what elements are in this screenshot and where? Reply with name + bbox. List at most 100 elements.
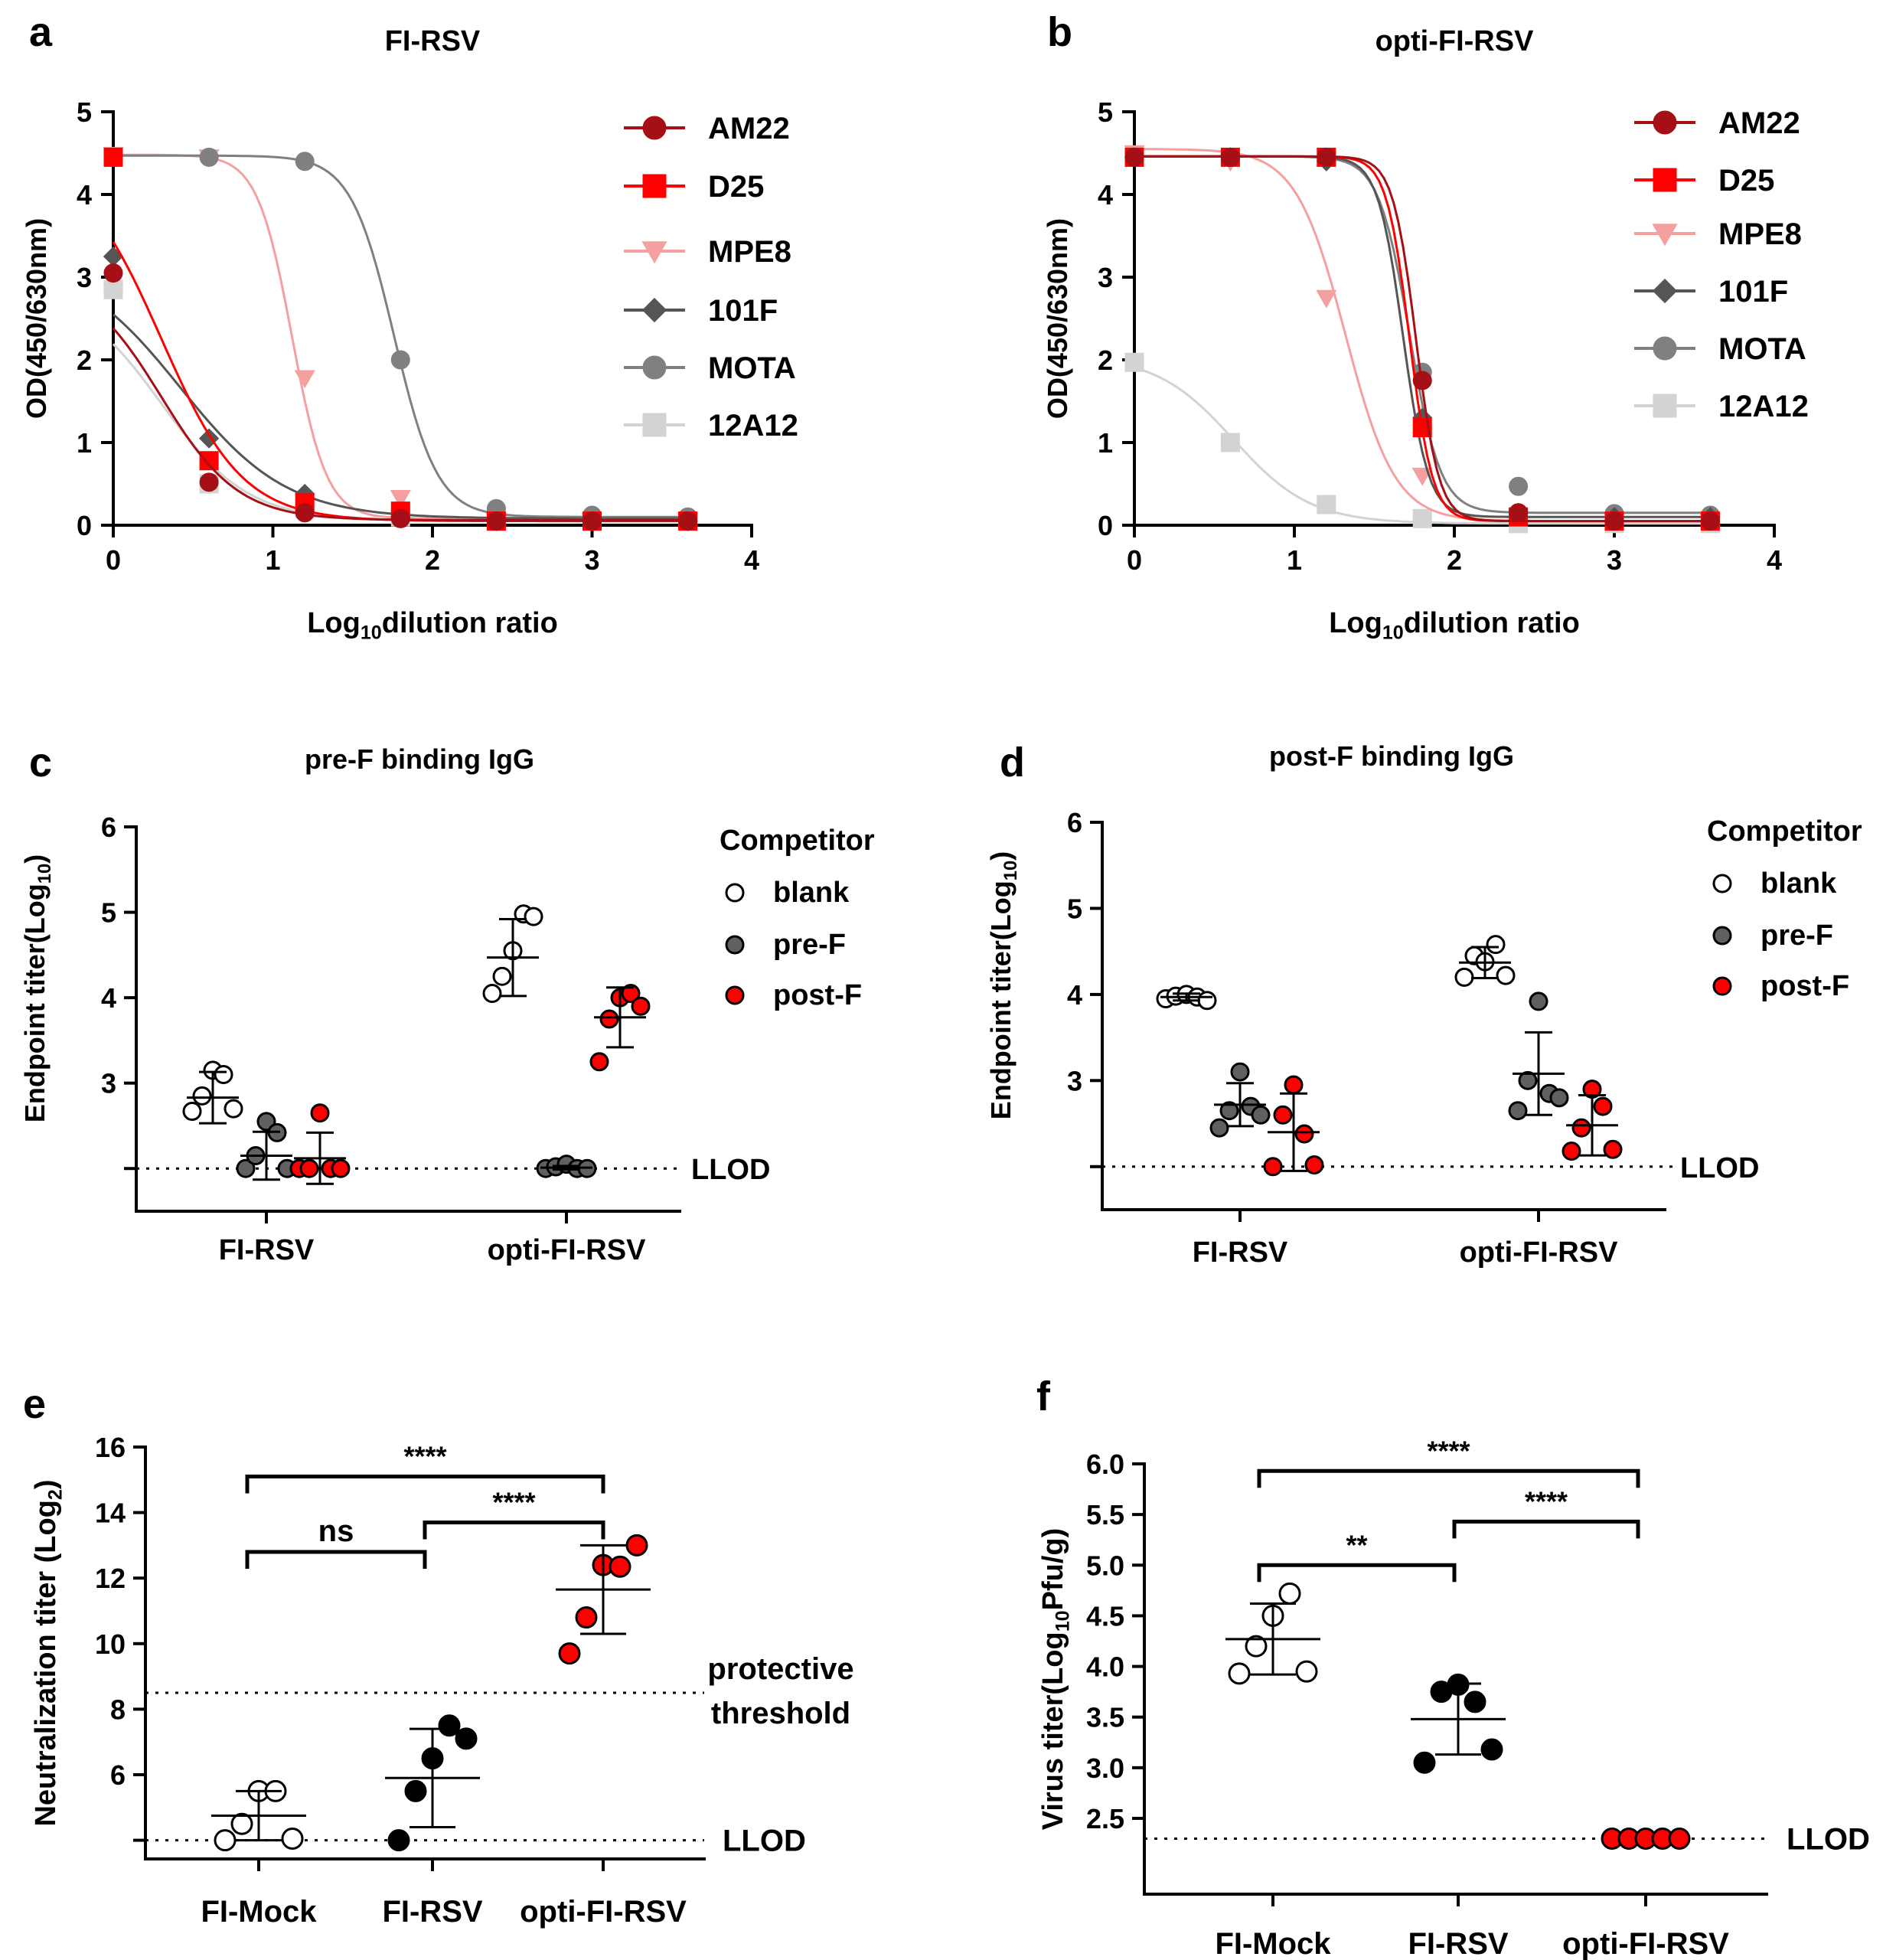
legend-marker-post-F: [1714, 978, 1731, 995]
data-point-FI-Mock: [232, 1814, 252, 1834]
x-axis-label: Log10dilution ratio: [1329, 607, 1580, 643]
chart-title: opti-FI-RSV: [1375, 25, 1535, 57]
label-part: Endpoint titer(Log: [19, 884, 51, 1122]
data-point-D25: [201, 452, 217, 469]
x-tick-label: 1: [265, 544, 280, 576]
y-tick-label: 6: [101, 812, 116, 843]
data-point-post-F: [1306, 1157, 1323, 1174]
y-tick-label: 4: [77, 179, 92, 211]
label-part: dilution ratio: [1404, 607, 1580, 639]
label-part: Pfu/g): [1037, 1528, 1069, 1611]
legend-label-MOTA: MOTA: [1718, 332, 1806, 366]
legend-label-MPE8: MPE8: [1718, 217, 1802, 251]
data-point-post-F: [1604, 1141, 1621, 1158]
data-point-post-F: [1265, 1158, 1281, 1175]
data-point-post-F: [1573, 1119, 1590, 1136]
y-tick-label: 4: [1067, 979, 1082, 1011]
y-tick-label: 5: [77, 96, 92, 128]
x-group-label: opti-FI-RSV: [1460, 1236, 1619, 1269]
x-tick-label: 4: [744, 544, 759, 576]
significance-bracket: [425, 1522, 603, 1539]
legend-label-D25: D25: [1718, 164, 1774, 198]
legend-label-post-F: post-F: [773, 979, 862, 1011]
x-tick-label: 1: [1287, 544, 1302, 576]
data-point-opti-FI-RSV: [560, 1644, 579, 1664]
label-part: ): [19, 854, 51, 864]
data-point-blank: [1487, 936, 1504, 953]
x-group-label: FI-RSV: [382, 1895, 482, 1929]
y-tick-label: 2: [77, 345, 92, 376]
legend-label-AM22: AM22: [708, 112, 790, 145]
llod-label: LLOD: [1787, 1822, 1870, 1856]
legend-marker-AM22: [1654, 112, 1676, 133]
legend-label-post-F: post-F: [1761, 970, 1849, 1002]
y-tick-label: 5.0: [1086, 1550, 1124, 1581]
significance-label: ****: [1427, 1435, 1470, 1466]
label-part: 2: [44, 1489, 66, 1500]
panel-label: f: [1036, 1374, 1051, 1419]
label-part: Virus titer(Log: [1037, 1632, 1069, 1830]
y-axis-label: OD(450/630nm): [1042, 218, 1073, 419]
significance-bracket: [1259, 1471, 1638, 1488]
label-part: Neutralization titer (Log: [30, 1500, 62, 1826]
data-point-12A12: [1414, 510, 1431, 527]
data-point-AM22: [1510, 505, 1527, 521]
data-point-FI-Mock: [282, 1828, 302, 1848]
data-point-post-F: [632, 998, 649, 1014]
data-point-12A12: [1318, 496, 1335, 513]
data-point-blank: [194, 1087, 210, 1104]
y-tick-label: 3.0: [1086, 1753, 1124, 1784]
data-point-post-F: [301, 1160, 318, 1177]
data-point-FI-RSV: [1482, 1740, 1502, 1759]
significance-label: ns: [318, 1514, 354, 1548]
x-group-label: FI-RSV: [1408, 1927, 1508, 1960]
data-point-opti-FI-RSV: [627, 1535, 647, 1555]
data-point-MPE8: [296, 371, 313, 386]
data-point-blank: [215, 1067, 232, 1083]
panel-b: b opti-FI-RSV0 1 2 3 4012345Log10dilution rat…: [1042, 9, 1809, 643]
y-tick-label: 16: [95, 1432, 126, 1463]
y-tick-label: 5: [1098, 96, 1113, 128]
y-tick-label: 0: [1098, 510, 1113, 541]
panel-e: e6810121416FI-Mock FI-RSV opti-FI-RSVNeutr…: [23, 1381, 854, 1929]
label-part: Endpoint titer(Log: [985, 880, 1017, 1119]
y-tick-label: 2: [1098, 345, 1113, 376]
chart-title: FI-RSV: [385, 25, 481, 57]
panel-c: c pre-F binding IgG3456FI-RSV opti-FI-RSVE…: [19, 740, 875, 1266]
y-tick-label: 5: [101, 897, 116, 929]
legend-label-MPE8: MPE8: [708, 235, 791, 269]
legend-title: Competitor: [720, 825, 875, 857]
legend-label-pre-F: pre-F: [1761, 920, 1833, 952]
panel-label: b: [1047, 9, 1072, 55]
data-point-AM22: [1414, 372, 1431, 389]
data-point-post-F: [312, 1105, 328, 1122]
data-point-FI-Mock: [1280, 1583, 1300, 1603]
llod-label: LLOD: [691, 1154, 770, 1186]
panel-label: d: [1000, 740, 1025, 786]
y-axis-label: Endpoint titer(Log10): [19, 854, 55, 1122]
y-tick-label: 1: [1098, 427, 1113, 459]
data-point-AM22: [392, 510, 409, 527]
data-point-FI-RSV: [1465, 1692, 1485, 1712]
data-point-AM22: [488, 513, 504, 530]
label-part: 10: [1052, 1610, 1073, 1632]
y-tick-label: 3: [77, 262, 92, 293]
legend-marker-12A12: [644, 414, 665, 436]
x-tick-label: 0: [1127, 544, 1142, 576]
legend-marker-D25: [1654, 169, 1676, 191]
x-tick-label: 0: [106, 544, 121, 576]
data-point-post-F: [601, 1011, 618, 1027]
label-part: dilution ratio: [382, 607, 558, 639]
label-part: 10: [1382, 622, 1404, 643]
data-point-blank: [1199, 992, 1216, 1009]
data-point-post-F: [1296, 1125, 1313, 1142]
legend-label-D25: D25: [708, 170, 764, 204]
data-point-pre-F: [1509, 1102, 1526, 1119]
label-part: 10: [1000, 861, 1021, 880]
threshold-label: threshold: [711, 1697, 850, 1730]
data-point-opti-FI-RSV: [1669, 1828, 1689, 1848]
legend-title: Competitor: [1707, 815, 1862, 848]
data-point-pre-F: [1252, 1106, 1269, 1123]
data-point-AM22: [201, 474, 217, 491]
significance-bracket: [1454, 1521, 1638, 1538]
